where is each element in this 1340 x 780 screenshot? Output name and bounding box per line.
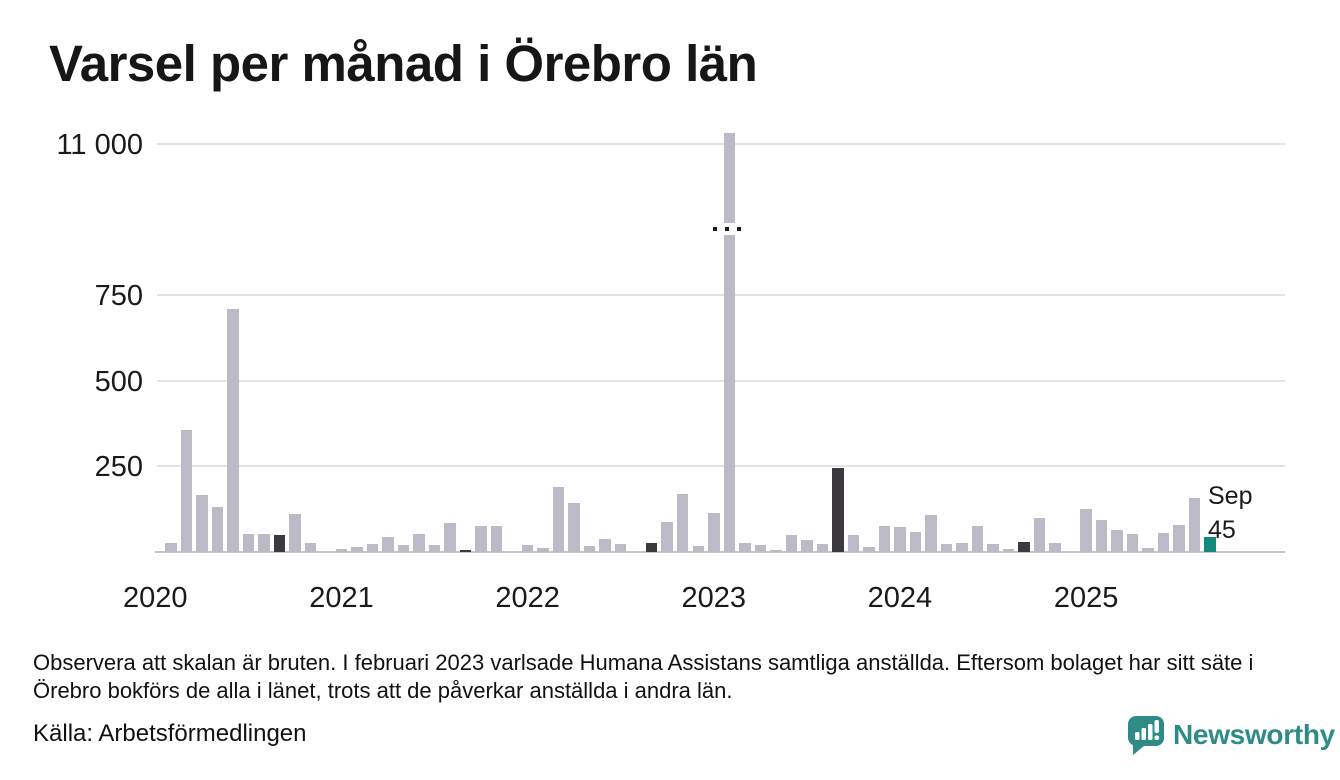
x-year-label-2020: 2020 — [123, 582, 188, 614]
gridline-11000 — [157, 143, 1285, 145]
bar-2023-06 — [785, 535, 798, 552]
bar-2025-05 — [1142, 548, 1154, 552]
gridline-500 — [157, 379, 1285, 382]
bar-2024-03 — [925, 515, 937, 552]
x-year-label-2022: 2022 — [495, 582, 560, 614]
bar-2020-05 — [211, 507, 224, 552]
bar-2023-08 — [816, 544, 829, 552]
bar-2021-11 — [490, 526, 503, 552]
bar-2020-04 — [196, 495, 208, 552]
y-tick-label-750: 750 — [94, 279, 143, 312]
gridline-250 — [157, 465, 1285, 468]
bar-2020-09 — [273, 535, 286, 552]
chart-title: Varsel per månad i Örebro län — [49, 35, 758, 92]
latest-value-annotation: Sep 45 — [1208, 479, 1252, 547]
bar-2022-03 — [552, 487, 565, 552]
bar-2023-11 — [863, 547, 875, 552]
bar-2024-10 — [1033, 518, 1046, 552]
bar-2022-06 — [599, 539, 611, 552]
x-axis-line — [155, 551, 1285, 553]
bar-2021-01 — [335, 549, 348, 552]
annotation-value-label: 45 — [1208, 516, 1236, 544]
newsworthy-wordmark: Newsworthy — [1173, 719, 1335, 750]
bar-2023-02-upper — [723, 133, 736, 223]
bar-2025-08 — [1188, 498, 1201, 552]
bar-2025-06 — [1157, 533, 1170, 552]
bar-2023-07 — [801, 540, 813, 552]
bar-2021-04 — [382, 537, 394, 552]
bar-2023-05 — [770, 550, 782, 552]
bar-2025-09 — [1204, 537, 1216, 552]
bar-2023-09 — [832, 468, 844, 552]
bar-2022-09 — [645, 543, 658, 552]
bar-2023-01 — [708, 513, 720, 552]
bar-2023-02-lower — [723, 235, 736, 552]
bar-2024-07 — [987, 544, 999, 552]
bar-2024-06 — [971, 526, 984, 552]
source-text: Källa: Arbetsförmedlingen — [33, 720, 307, 747]
bar-2021-06 — [413, 534, 425, 552]
footnote-text: Observera att skalan är bruten. I februa… — [33, 650, 1254, 703]
bar-2020-10 — [289, 514, 301, 552]
x-year-label-2021: 2021 — [309, 582, 374, 614]
gridline-750 — [157, 293, 1285, 296]
axis-break-dot-1 — [724, 227, 729, 231]
bar-2025-04 — [1126, 534, 1139, 552]
bar-2023-04 — [754, 545, 767, 552]
bar-2020-06 — [227, 309, 239, 552]
axis-break-dot-0 — [712, 227, 717, 231]
newsworthy-logo: Newsworthy — [1126, 714, 1335, 756]
bar-2022-11 — [676, 494, 689, 552]
bar-2024-11 — [1049, 543, 1061, 552]
bar-2024-01 — [894, 527, 906, 552]
bar-2025-01 — [1080, 509, 1092, 552]
bar-2020-11 — [304, 543, 317, 552]
axis-break-dot-2 — [736, 227, 741, 231]
bar-2021-08 — [444, 523, 456, 552]
y-tick-label-11000: 11 000 — [56, 129, 143, 161]
bar-2022-12 — [692, 546, 704, 552]
bar-2021-03 — [366, 544, 379, 552]
bar-2025-07 — [1173, 525, 1185, 552]
bar-2025-03 — [1111, 530, 1123, 552]
bar-2022-10 — [661, 522, 673, 552]
bar-2021-05 — [397, 545, 410, 552]
x-year-label-2024: 2024 — [867, 582, 933, 614]
bar-2023-12 — [878, 526, 891, 552]
bar-2022-02 — [537, 548, 549, 552]
bar-2021-10 — [475, 526, 487, 552]
bar-2023-03 — [739, 543, 751, 552]
bar-2023-10 — [847, 535, 860, 552]
bar-2021-02 — [351, 547, 363, 552]
bar-2024-09 — [1018, 542, 1030, 552]
bar-2021-09 — [459, 550, 472, 552]
bar-2025-02 — [1095, 520, 1108, 552]
newsworthy-bar-chart-bubble-icon — [1128, 716, 1164, 755]
bar-2024-02 — [909, 532, 922, 552]
x-year-label-2025: 2025 — [1053, 582, 1119, 614]
bar-2024-05 — [956, 543, 968, 552]
bar-2022-01 — [521, 545, 534, 552]
bar-2022-07 — [614, 544, 627, 552]
bar-2022-04 — [568, 503, 580, 552]
bar-2020-08 — [258, 534, 270, 552]
annotation-month-label: Sep — [1208, 482, 1253, 510]
bar-2024-08 — [1002, 549, 1015, 552]
bar-2022-05 — [583, 546, 596, 552]
bar-2021-07 — [428, 545, 441, 552]
y-tick-label-250: 250 — [94, 451, 143, 484]
bar-2020-02 — [165, 543, 177, 552]
bar-2020-07 — [242, 534, 255, 552]
y-tick-label-500: 500 — [94, 365, 143, 398]
x-year-label-2023: 2023 — [681, 582, 747, 614]
bar-2024-04 — [940, 544, 953, 552]
bar-2020-03 — [180, 430, 193, 552]
